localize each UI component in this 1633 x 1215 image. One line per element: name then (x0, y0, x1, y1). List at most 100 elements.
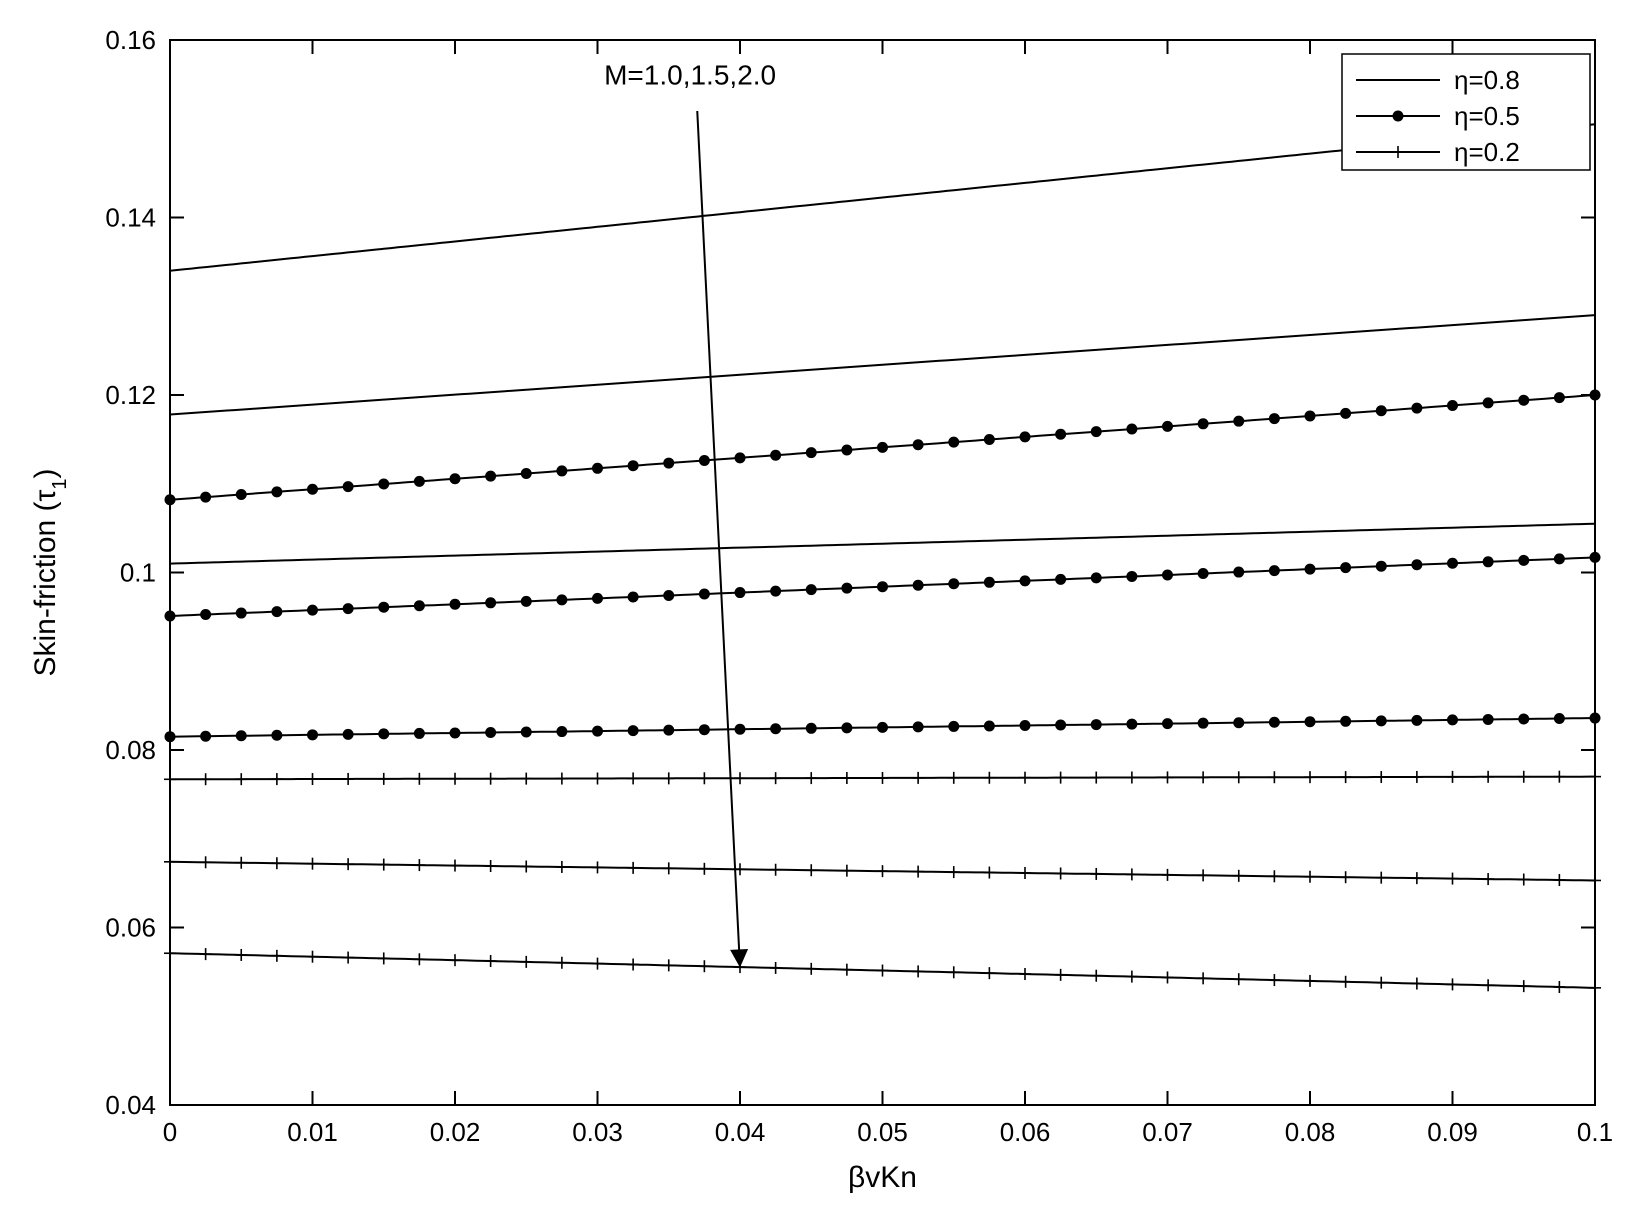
dot-marker-icon (877, 581, 888, 592)
dot-marker-icon (1518, 395, 1529, 406)
dot-marker-icon (1091, 719, 1102, 730)
dot-marker-icon (1055, 720, 1066, 731)
dot-marker-icon (628, 725, 639, 736)
dot-marker-icon (1447, 714, 1458, 725)
y-tick-label: 0.14 (105, 203, 156, 233)
dot-marker-icon (485, 727, 496, 738)
dot-marker-icon (521, 596, 532, 607)
dot-marker-icon (414, 728, 425, 739)
dot-marker-icon (806, 723, 817, 734)
dot-marker-icon (343, 603, 354, 614)
dot-marker-icon (271, 486, 282, 497)
x-tick-label: 0.02 (430, 1117, 481, 1147)
dot-marker-icon (378, 728, 389, 739)
dot-marker-icon (592, 726, 603, 737)
dot-marker-icon (948, 437, 959, 448)
dot-marker-icon (236, 730, 247, 741)
y-tick-label: 0.06 (105, 913, 156, 943)
dot-marker-icon (307, 605, 318, 616)
dot-marker-icon (1518, 713, 1529, 724)
dot-marker-icon (841, 583, 852, 594)
dot-marker-icon (806, 584, 817, 595)
x-tick-label: 0.03 (572, 1117, 623, 1147)
dot-marker-icon (592, 593, 603, 604)
dot-marker-icon (1518, 555, 1529, 566)
dot-marker-icon (1198, 718, 1209, 729)
dot-marker-icon (1055, 429, 1066, 440)
dot-marker-icon (913, 580, 924, 591)
dot-marker-icon (1305, 410, 1316, 421)
dot-marker-icon (663, 458, 674, 469)
dot-marker-icon (450, 727, 461, 738)
dot-marker-icon (1091, 572, 1102, 583)
x-tick-label: 0.09 (1427, 1117, 1478, 1147)
dot-marker-icon (699, 724, 710, 735)
dot-marker-icon (1305, 716, 1316, 727)
dot-marker-icon (200, 731, 211, 742)
dot-marker-icon (1554, 553, 1565, 564)
dot-marker-icon (165, 610, 176, 621)
dot-marker-icon (948, 578, 959, 589)
y-tick-label: 0.12 (105, 380, 156, 410)
x-tick-label: 0.04 (715, 1117, 766, 1147)
dot-marker-icon (841, 444, 852, 455)
x-tick-label: 0.06 (1000, 1117, 1051, 1147)
dot-marker-icon (877, 442, 888, 453)
dot-marker-icon (1162, 718, 1173, 729)
x-tick-label: 0.1 (1577, 1117, 1613, 1147)
dot-marker-icon (521, 468, 532, 479)
dot-marker-icon (1233, 416, 1244, 427)
y-tick-label: 0.16 (105, 25, 156, 55)
y-axis-label: Skin-friction (τ1) (29, 468, 71, 676)
chart-svg: 00.010.020.030.040.050.060.070.080.090.1… (0, 0, 1633, 1215)
legend-label: η=0.5 (1454, 101, 1520, 131)
dot-marker-icon (1376, 561, 1387, 572)
dot-marker-icon (984, 720, 995, 731)
dot-marker-icon (236, 608, 247, 619)
dot-marker-icon (628, 591, 639, 602)
dot-marker-icon (1305, 564, 1316, 575)
dot-marker-icon (1590, 390, 1601, 401)
x-tick-label: 0.01 (287, 1117, 338, 1147)
dot-marker-icon (1091, 426, 1102, 437)
dot-marker-icon (735, 724, 746, 735)
dot-marker-icon (1554, 392, 1565, 403)
dot-marker-icon (1590, 713, 1601, 724)
dot-marker-icon (913, 439, 924, 450)
y-tick-label: 0.08 (105, 735, 156, 765)
dot-marker-icon (735, 587, 746, 598)
dot-marker-icon (1340, 408, 1351, 419)
dot-marker-icon (1162, 569, 1173, 580)
dot-marker-icon (1126, 719, 1137, 730)
dot-marker-icon (913, 721, 924, 732)
x-tick-label: 0.08 (1285, 1117, 1336, 1147)
dot-marker-icon (1376, 405, 1387, 416)
dot-marker-icon (699, 589, 710, 600)
dot-marker-icon (1411, 403, 1422, 414)
dot-marker-icon (735, 452, 746, 463)
dot-marker-icon (414, 600, 425, 611)
dot-marker-icon (1483, 397, 1494, 408)
plot-area (170, 40, 1595, 1105)
dot-marker-icon (806, 447, 817, 458)
dot-marker-icon (200, 492, 211, 503)
dot-marker-icon (1126, 424, 1137, 435)
dot-marker-icon (770, 723, 781, 734)
dot-marker-icon (271, 606, 282, 617)
annotation-text: M=1.0,1.5,2.0 (604, 59, 776, 90)
x-tick-label: 0 (163, 1117, 177, 1147)
dot-marker-icon (770, 450, 781, 461)
legend-dot-icon (1393, 111, 1404, 122)
x-axis-label: βvKn (848, 1161, 917, 1194)
dot-marker-icon (200, 609, 211, 620)
dot-marker-icon (663, 725, 674, 736)
dot-marker-icon (699, 455, 710, 466)
dot-marker-icon (450, 473, 461, 484)
dot-marker-icon (1269, 717, 1280, 728)
dot-marker-icon (1340, 716, 1351, 727)
y-tick-label: 0.1 (120, 558, 156, 588)
dot-marker-icon (1411, 559, 1422, 570)
dot-marker-icon (307, 484, 318, 495)
dot-marker-icon (556, 465, 567, 476)
dot-marker-icon (1269, 413, 1280, 424)
